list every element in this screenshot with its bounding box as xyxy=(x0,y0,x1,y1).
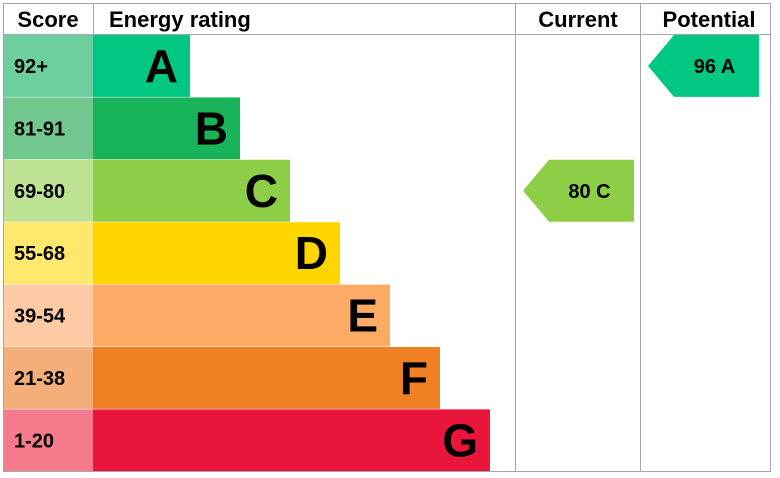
rating-column-header: Energy rating xyxy=(109,7,251,32)
band-bar-b xyxy=(93,97,240,160)
score-label-d: 55-68 xyxy=(14,243,65,265)
current-rating-value: 80 C xyxy=(568,181,610,203)
table-gridlines xyxy=(3,3,771,472)
band-bar-d xyxy=(93,222,340,285)
score-label-g: 1-20 xyxy=(14,430,54,452)
band-letter-f: F xyxy=(400,352,428,404)
band-letter-a: A xyxy=(145,40,178,92)
potential-column-header: Potential xyxy=(663,7,756,32)
rating-bands: 92+ A 81-91 B 69-80 C 55-68 D 39-54 E 21-38 F 1-20 G xyxy=(4,35,490,472)
chart-header: Score Energy rating Current Potential xyxy=(17,7,755,32)
band-bar-g xyxy=(93,409,490,472)
score-cell-d xyxy=(4,222,93,285)
score-label-c: 69-80 xyxy=(14,181,65,203)
band-bar-f xyxy=(93,347,440,409)
current-column-header: Current xyxy=(538,7,618,32)
potential-rating-arrow xyxy=(648,35,759,97)
score-cell-g xyxy=(4,409,93,472)
band-letter-c: C xyxy=(245,165,278,217)
potential-rating-value: 96 A xyxy=(694,56,736,78)
score-label-f: 21-38 xyxy=(14,368,65,390)
rating-markers: 80 C 96 A xyxy=(523,35,759,222)
score-label-e: 39-54 xyxy=(14,306,66,328)
score-column-header: Score xyxy=(17,7,78,32)
score-cell-a xyxy=(4,35,93,97)
score-cell-c xyxy=(4,159,93,222)
score-label-a: 92+ xyxy=(14,56,48,78)
band-letter-g: G xyxy=(442,414,478,466)
score-cell-b xyxy=(4,97,93,160)
band-letter-d: D xyxy=(295,227,328,279)
score-cell-f xyxy=(4,347,93,409)
band-letter-e: E xyxy=(347,290,378,342)
band-bar-c xyxy=(93,159,290,222)
score-cell-e xyxy=(4,284,93,347)
current-rating-arrow xyxy=(523,159,634,222)
table-border xyxy=(3,3,771,472)
score-label-b: 81-91 xyxy=(14,118,65,140)
band-bar-e xyxy=(93,284,390,347)
band-letter-b: B xyxy=(195,102,228,154)
band-bar-a xyxy=(93,35,190,97)
